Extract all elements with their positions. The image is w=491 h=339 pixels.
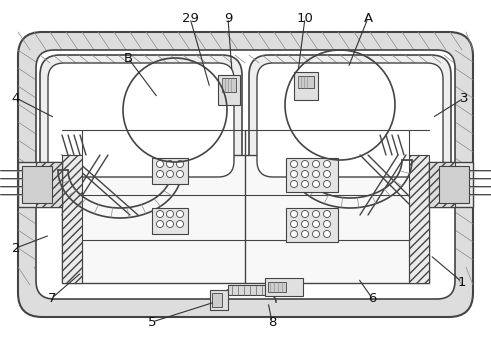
- Circle shape: [324, 171, 330, 178]
- Circle shape: [312, 160, 320, 167]
- Circle shape: [324, 160, 330, 167]
- Circle shape: [312, 171, 320, 178]
- Circle shape: [301, 171, 308, 178]
- Bar: [298, 76, 314, 88]
- FancyBboxPatch shape: [18, 32, 473, 317]
- Circle shape: [291, 220, 298, 227]
- Text: 6: 6: [368, 292, 376, 304]
- Circle shape: [157, 211, 164, 218]
- Bar: [228, 285, 270, 295]
- Bar: [286, 208, 338, 242]
- Text: 8: 8: [268, 316, 276, 328]
- Circle shape: [291, 211, 298, 218]
- Circle shape: [312, 180, 320, 187]
- Circle shape: [291, 180, 298, 187]
- Text: 2: 2: [12, 241, 20, 255]
- Circle shape: [301, 211, 308, 218]
- FancyBboxPatch shape: [36, 50, 455, 299]
- Bar: [286, 158, 338, 192]
- Text: 1: 1: [458, 276, 466, 288]
- Circle shape: [324, 231, 330, 238]
- Circle shape: [301, 160, 308, 167]
- Text: A: A: [363, 12, 373, 24]
- Circle shape: [301, 220, 308, 227]
- Text: 29: 29: [182, 12, 198, 24]
- Bar: [294, 72, 318, 100]
- Bar: [62, 155, 429, 283]
- Bar: [22, 166, 52, 203]
- Bar: [265, 278, 303, 296]
- Circle shape: [157, 160, 164, 167]
- Circle shape: [324, 211, 330, 218]
- Bar: [212, 293, 222, 307]
- Circle shape: [176, 211, 184, 218]
- Circle shape: [312, 220, 320, 227]
- Bar: [268, 282, 286, 292]
- Text: 4: 4: [12, 92, 20, 104]
- Circle shape: [176, 171, 184, 178]
- Circle shape: [166, 220, 173, 227]
- FancyBboxPatch shape: [40, 55, 242, 185]
- Circle shape: [166, 171, 173, 178]
- Bar: [210, 290, 228, 310]
- Circle shape: [301, 180, 308, 187]
- Bar: [62, 155, 82, 283]
- Text: B: B: [123, 52, 133, 64]
- Circle shape: [176, 160, 184, 167]
- Bar: [222, 78, 236, 92]
- Bar: [409, 155, 429, 283]
- Bar: [36, 162, 62, 207]
- Circle shape: [312, 231, 320, 238]
- Text: 3: 3: [460, 92, 468, 104]
- FancyBboxPatch shape: [249, 55, 451, 185]
- Circle shape: [157, 220, 164, 227]
- Circle shape: [291, 231, 298, 238]
- Circle shape: [301, 231, 308, 238]
- Circle shape: [166, 160, 173, 167]
- Bar: [429, 162, 455, 207]
- FancyBboxPatch shape: [48, 63, 234, 177]
- Bar: [152, 158, 188, 184]
- Text: 9: 9: [224, 12, 232, 24]
- Bar: [18, 162, 62, 207]
- Circle shape: [166, 211, 173, 218]
- FancyBboxPatch shape: [257, 63, 443, 177]
- Circle shape: [291, 160, 298, 167]
- Bar: [218, 75, 240, 105]
- Bar: [439, 166, 469, 203]
- Circle shape: [291, 171, 298, 178]
- Circle shape: [176, 220, 184, 227]
- Bar: [152, 208, 188, 234]
- Circle shape: [324, 180, 330, 187]
- Text: 7: 7: [48, 292, 56, 304]
- Circle shape: [157, 171, 164, 178]
- Circle shape: [312, 211, 320, 218]
- Text: 5: 5: [148, 316, 156, 328]
- Circle shape: [324, 220, 330, 227]
- Text: 10: 10: [297, 12, 313, 24]
- Bar: [429, 162, 473, 207]
